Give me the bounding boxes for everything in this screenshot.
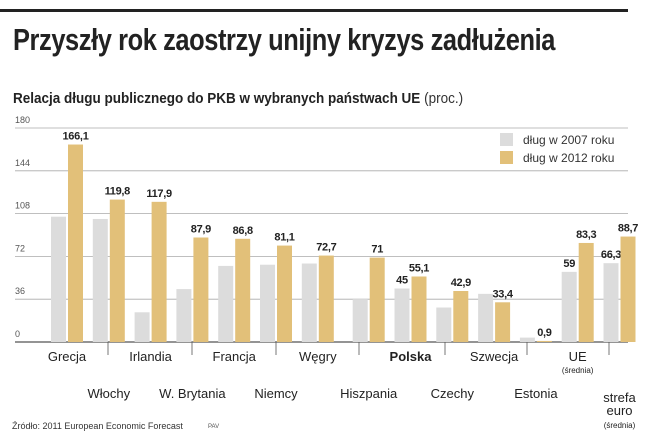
category-label: W. Brytania <box>159 386 226 401</box>
category-label: UE <box>569 349 587 364</box>
bar-2012 <box>109 199 125 342</box>
category-label: Niemcy <box>254 386 298 401</box>
y-tick-label: 36 <box>15 286 25 296</box>
bar-2012 <box>235 238 251 342</box>
category-label: strefa <box>603 390 636 405</box>
data-label: 59 <box>563 258 575 270</box>
page-title: Przyszły rok zaostrzy unijny kryzys zadł… <box>13 22 556 57</box>
legend-label: dług w 2012 roku <box>523 151 614 165</box>
subtitle-unit: (proc.) <box>424 90 464 107</box>
data-label: 0,9 <box>537 327 552 339</box>
category-label: Francja <box>213 349 257 364</box>
category-label: Węgry <box>299 349 337 364</box>
category-label: Czechy <box>431 386 475 401</box>
bar-2007 <box>301 263 317 342</box>
bar-2007 <box>134 312 150 342</box>
data-label: 42,9 <box>451 277 471 289</box>
category-label: Grecja <box>48 349 87 364</box>
legend-swatch <box>500 151 513 164</box>
data-label: 55,1 <box>409 262 429 274</box>
legend-label: dług w 2007 roku <box>523 133 614 147</box>
data-label: 81,1 <box>274 232 294 244</box>
bar-2012 <box>318 255 334 342</box>
bar-2012 <box>277 245 292 342</box>
bar-2007 <box>176 289 192 342</box>
data-label: 119,8 <box>105 186 131 198</box>
data-label: 83,3 <box>576 229 596 241</box>
bar-2007 <box>218 265 234 342</box>
bar-2012 <box>536 340 552 342</box>
bar-2007 <box>561 271 577 342</box>
data-label: 66,3 <box>601 249 621 261</box>
bar-2007 <box>394 288 410 342</box>
bar-2012 <box>453 290 469 342</box>
subtitle-text: Relacja długu publicznego do PKB w wybra… <box>13 90 421 107</box>
data-label: 88,7 <box>618 223 638 235</box>
category-label: euro <box>606 403 632 418</box>
top-rule <box>0 9 628 12</box>
bar-2007 <box>260 264 275 342</box>
author-signature: PAV <box>208 424 220 430</box>
data-label: 72,7 <box>316 242 336 254</box>
bar-2007 <box>603 263 619 342</box>
bar-2012 <box>68 144 83 342</box>
data-label: 166,1 <box>62 131 88 143</box>
bar-2012 <box>578 242 594 342</box>
source-note: Źródło: 2011 European Economic Forecast <box>12 421 183 431</box>
bar-2012 <box>369 257 385 342</box>
y-tick-label: 72 <box>15 243 25 253</box>
bar-2012 <box>495 302 511 342</box>
data-label: 117,9 <box>146 188 172 200</box>
category-label: Włochy <box>87 386 130 401</box>
category-label: Polska <box>390 349 433 364</box>
data-label: 71 <box>371 244 383 256</box>
data-label: 45 <box>396 275 408 287</box>
category-label: Szwecja <box>470 349 519 364</box>
chart-subtitle: Relacja długu publicznego do PKB w wybra… <box>13 90 463 107</box>
legend-swatch <box>500 133 513 146</box>
category-label: (średnia) <box>562 366 594 375</box>
bar-2007 <box>92 218 108 342</box>
category-label: (średnia) <box>604 421 636 430</box>
data-label: 87,9 <box>191 223 211 235</box>
category-label: Irlandia <box>129 349 172 364</box>
y-tick-label: 180 <box>15 115 30 125</box>
bar-2007 <box>436 307 452 342</box>
y-tick-label: 0 <box>15 329 20 339</box>
data-label: 86,8 <box>233 225 253 237</box>
y-tick-label: 108 <box>15 201 30 211</box>
data-label: 33,4 <box>492 288 513 300</box>
bar-2007 <box>51 216 66 342</box>
category-label: Estonia <box>514 386 558 401</box>
bar-2007 <box>519 337 535 342</box>
bar-2012 <box>151 201 167 342</box>
bar-2012 <box>411 276 427 342</box>
category-label: Hiszpania <box>340 386 398 401</box>
y-tick-label: 144 <box>15 158 30 168</box>
bar-2012 <box>620 236 636 342</box>
bar-2007 <box>352 299 368 342</box>
bar-2012 <box>193 237 209 342</box>
bar-2007 <box>478 293 494 342</box>
